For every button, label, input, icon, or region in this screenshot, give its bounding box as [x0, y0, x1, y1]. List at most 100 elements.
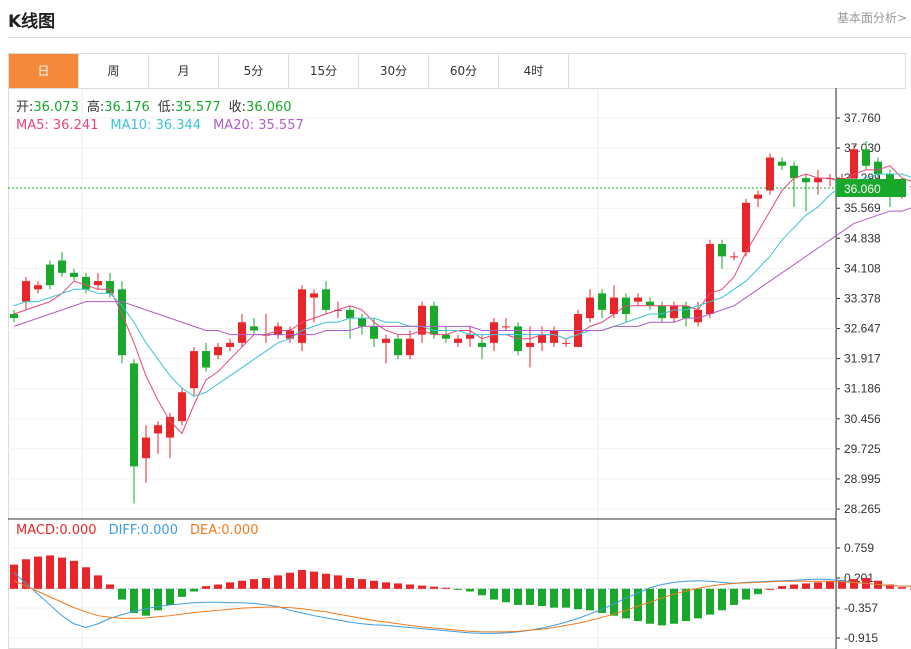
ma-info-label: MA10: — [110, 118, 155, 133]
candle-body — [22, 281, 30, 302]
candle-body — [850, 149, 858, 179]
ma10-line — [13, 173, 911, 397]
candle-body — [82, 276, 90, 290]
candle-body — [418, 305, 426, 335]
macd-histogram-bar — [610, 588, 618, 616]
candle-body — [610, 297, 618, 315]
candle-body — [634, 297, 642, 302]
macd-histogram-bar — [298, 569, 306, 589]
macd-histogram-bar — [850, 579, 858, 589]
macd-histogram-bar — [322, 573, 330, 589]
price-tick-label: 37.760 — [844, 111, 881, 125]
price-tick-label: 34.108 — [844, 261, 881, 275]
candle-body — [646, 301, 654, 306]
candle-body — [742, 202, 750, 253]
macd-histogram-bar — [34, 556, 42, 589]
macd-histogram-bar — [118, 588, 126, 600]
price-tick-label: 33.378 — [844, 291, 881, 305]
candle-body — [250, 326, 258, 331]
macd-histogram-bar — [82, 567, 90, 589]
macd-histogram-bar — [826, 581, 834, 589]
candle-body — [478, 342, 486, 347]
kline-chart[interactable]: 37.76037.03036.29935.56934.83834.10833.3… — [0, 88, 911, 649]
macd-histogram-bar — [550, 588, 558, 608]
tab-4hour[interactable]: 4时 — [499, 54, 569, 88]
candle-body — [142, 437, 150, 459]
candle-body — [538, 334, 546, 343]
tab-30min[interactable]: 30分 — [359, 54, 429, 88]
price-tick-label: 28.265 — [844, 502, 881, 516]
candle-body — [322, 289, 330, 310]
tab-day[interactable]: 日 — [9, 54, 79, 88]
candle-body — [358, 318, 366, 327]
tab-60min[interactable]: 60分 — [429, 54, 499, 88]
macd-histogram-bar — [718, 588, 726, 611]
price-tick-label: 31.917 — [844, 352, 881, 366]
macd-histogram-bar — [190, 588, 198, 592]
candle-body — [754, 194, 762, 199]
macd-histogram-bar — [70, 560, 78, 589]
macd-histogram-bar — [598, 588, 606, 613]
macd-histogram-bar — [454, 588, 462, 590]
candle-body — [190, 351, 198, 389]
macd-histogram-bar — [478, 588, 486, 596]
candle-body — [46, 264, 54, 286]
macd-histogram-bar — [538, 588, 546, 607]
macd-histogram-bar — [562, 588, 570, 608]
macd-histogram-bar — [754, 588, 762, 595]
macd-histogram-bar — [742, 588, 750, 600]
ma-info: MA5: 36.241 MA10: 36.344 MA20: 35.557 — [16, 118, 304, 133]
candle-body — [130, 363, 138, 467]
ma5-line — [13, 165, 911, 435]
tab-week[interactable]: 周 — [79, 54, 149, 88]
candle-body — [214, 346, 222, 356]
candle-body — [118, 289, 126, 356]
dea-line — [13, 580, 911, 633]
macd-histogram-bar — [442, 587, 450, 589]
macd-histogram-bar — [502, 588, 510, 603]
candle-body — [562, 342, 570, 344]
candle-body — [430, 305, 438, 335]
macd-histogram-bar — [658, 588, 666, 626]
macd-histogram-bar — [622, 588, 630, 619]
candle-body — [802, 178, 810, 183]
candle-body — [382, 338, 390, 343]
macd-histogram-bar — [166, 588, 174, 605]
macd-histogram-bar — [802, 583, 810, 589]
ma-info-label: MA5: — [16, 118, 53, 133]
ohlc-info-label: 收: — [229, 100, 246, 115]
candle-body — [226, 342, 234, 347]
macd-histogram-bar — [238, 580, 246, 589]
ma-info-label: MA20: — [213, 118, 258, 133]
candle-body — [58, 260, 66, 273]
candle-body — [874, 161, 882, 175]
macd-histogram-bar — [838, 580, 846, 589]
price-tick-label: 32.647 — [844, 322, 881, 336]
timeframe-tabs: 日 周 月 5分 15分 30分 60分 4时 — [8, 53, 906, 89]
macd-histogram-bar — [898, 587, 906, 589]
last-price-label: 36.060 — [844, 182, 881, 196]
macd-histogram-bar — [286, 572, 294, 589]
ohlc-info-label: 高: — [87, 99, 104, 115]
candle-body — [814, 178, 822, 183]
page-title: K线图 — [8, 12, 56, 32]
tab-15min[interactable]: 15分 — [289, 54, 359, 88]
macd-histogram-bar — [526, 588, 534, 605]
ohlc-info-value: 35.577 — [175, 100, 221, 115]
candle-body — [394, 338, 402, 356]
macd-histogram-bar — [226, 582, 234, 589]
macd-histogram-bar — [430, 586, 438, 589]
macd-histogram-bar — [574, 588, 582, 610]
header-divider — [8, 37, 911, 38]
macd-histogram-bar — [46, 555, 54, 589]
macd-histogram-bar — [250, 579, 258, 589]
candle-body — [670, 305, 678, 319]
fundamental-analysis-link[interactable]: 基本面分析> — [836, 11, 907, 25]
price-tick-label: 34.838 — [844, 231, 881, 245]
candle-body — [310, 293, 318, 298]
ohlc-info-value: 36.073 — [33, 100, 79, 115]
candle-body — [442, 334, 450, 339]
tab-5min[interactable]: 5分 — [219, 54, 289, 88]
candle-body — [238, 322, 246, 343]
tab-month[interactable]: 月 — [149, 54, 219, 88]
